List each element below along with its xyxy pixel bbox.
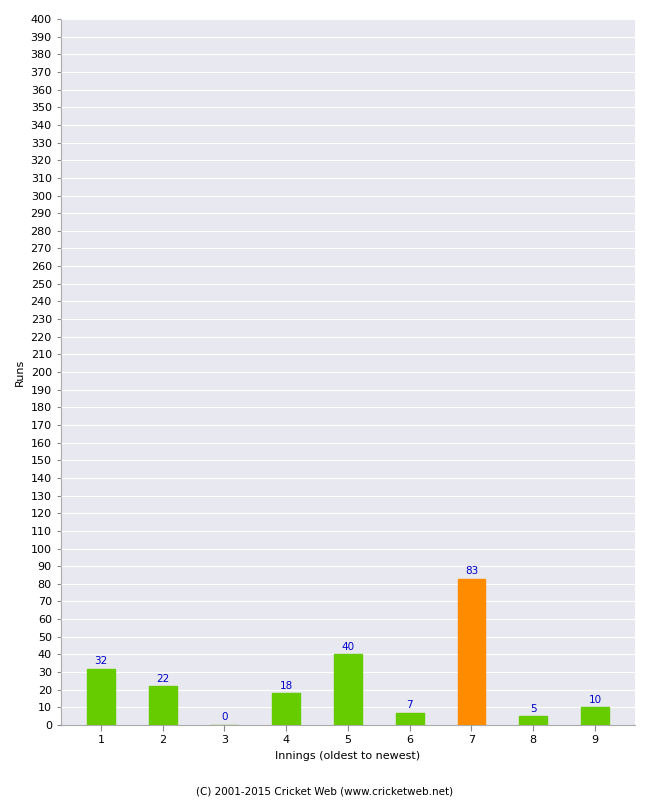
Bar <box>396 713 424 725</box>
Text: 0: 0 <box>221 712 228 722</box>
X-axis label: Innings (oldest to newest): Innings (oldest to newest) <box>276 751 421 761</box>
Bar <box>519 716 547 725</box>
Text: (C) 2001-2015 Cricket Web (www.cricketweb.net): (C) 2001-2015 Cricket Web (www.cricketwe… <box>196 786 454 796</box>
Y-axis label: Runs: Runs <box>15 358 25 386</box>
Text: 22: 22 <box>156 674 169 683</box>
Bar <box>458 578 486 725</box>
Text: 10: 10 <box>588 694 601 705</box>
Text: 7: 7 <box>406 700 413 710</box>
Bar <box>149 686 177 725</box>
Text: 18: 18 <box>280 681 292 690</box>
Bar <box>272 694 300 725</box>
Bar <box>87 669 115 725</box>
Text: 5: 5 <box>530 703 536 714</box>
Bar <box>334 654 362 725</box>
Text: 83: 83 <box>465 566 478 576</box>
Bar <box>581 707 609 725</box>
Text: 32: 32 <box>94 656 107 666</box>
Text: 40: 40 <box>341 642 354 652</box>
